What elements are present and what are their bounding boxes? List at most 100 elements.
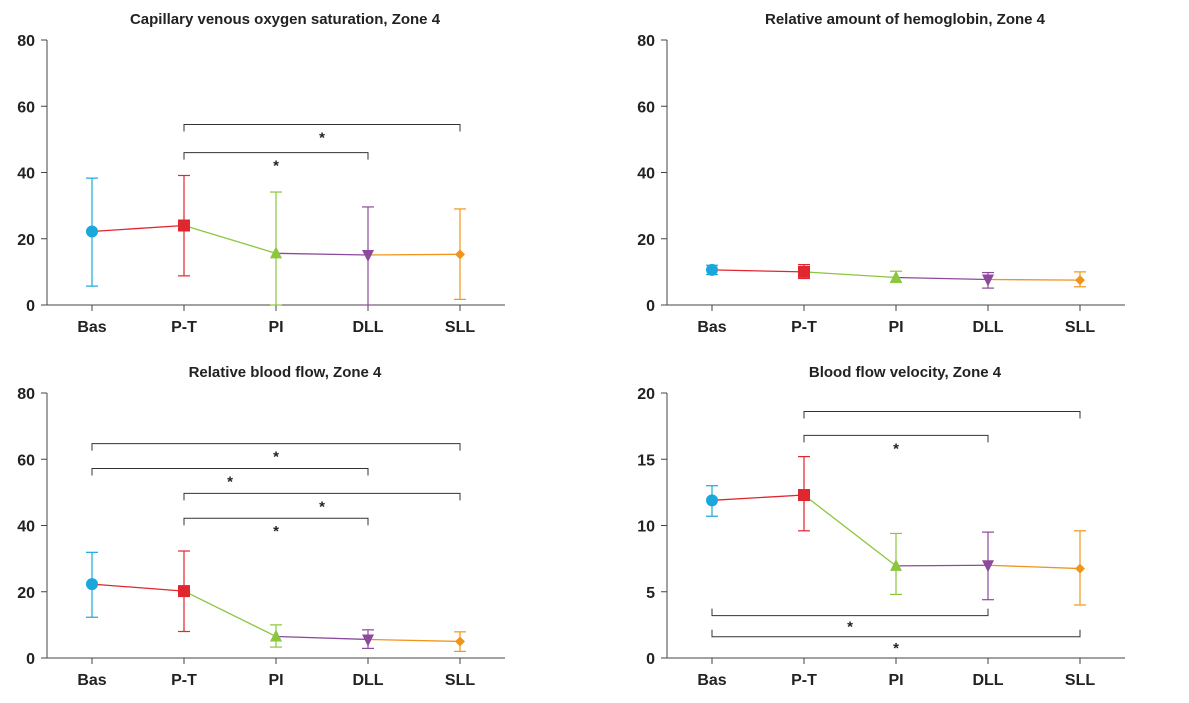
data-point-marker	[1075, 275, 1085, 286]
y-tick-label: 10	[637, 519, 655, 536]
significance-star: *	[893, 640, 899, 657]
series-line-segment	[895, 564, 989, 567]
y-tick-label: 80	[637, 33, 655, 50]
x-tick-label: Bas	[697, 672, 726, 689]
y-tick-label: 0	[646, 651, 655, 668]
series-line-segment	[711, 269, 805, 273]
chart-flow-velocity: Blood flow velocity, Zone 4 0 5 10 15 20 Bas P-…	[637, 364, 1125, 689]
significance-bracket	[803, 434, 989, 443]
x-tick-label: P-T	[791, 672, 817, 689]
data-point-marker	[455, 249, 465, 260]
data-point-marker	[270, 246, 282, 259]
significance-bracket	[91, 443, 461, 451]
significance-star: *	[227, 474, 233, 491]
x-tick-label: DLL	[352, 319, 383, 336]
series-line-segment	[367, 253, 461, 256]
data-point-marker	[86, 225, 98, 238]
y-tick-label: 60	[637, 99, 655, 116]
chart-oxygen-saturation: Capillary venous oxygen saturation, Zone…	[17, 11, 505, 336]
series-line-segment	[183, 224, 277, 254]
chart-title: Capillary venous oxygen saturation, Zone…	[130, 11, 441, 28]
significance-bracket	[711, 629, 1081, 638]
series-line-segment	[987, 278, 1081, 281]
chart-panel-oxygen-saturation: Capillary venous oxygen saturation, Zone…	[0, 0, 560, 350]
x-tick-label: SLL	[1065, 672, 1095, 689]
y-tick-label: 0	[26, 298, 35, 315]
series-line-segment	[275, 252, 369, 256]
significance-bracket	[183, 492, 461, 501]
data-point-marker	[798, 489, 810, 502]
data-point-marker	[982, 560, 994, 573]
x-tick-label: P-T	[791, 319, 817, 336]
series-line-segment	[711, 494, 805, 501]
data-point-marker	[706, 263, 718, 276]
series-line-segment	[275, 635, 369, 641]
chart-hemoglobin: Relative amount of hemoglobin, Zone 4 0 20…	[637, 11, 1125, 336]
significance-star: *	[319, 129, 325, 146]
significance-star: *	[273, 523, 279, 540]
series-line-segment	[803, 494, 897, 567]
chart-panel-blood-flow: Relative blood flow, Zone 4 0 20 40 60 80 Bas P…	[0, 353, 560, 703]
y-tick-label: 20	[17, 232, 35, 249]
x-tick-label: Bas	[77, 319, 106, 336]
y-tick-label: 40	[17, 166, 35, 183]
x-tick-label: P-T	[171, 672, 197, 689]
y-tick-label: 20	[637, 232, 655, 249]
y-tick-label: 40	[637, 166, 655, 183]
significance-bracket	[711, 608, 989, 617]
x-tick-label: PI	[888, 672, 903, 689]
x-tick-label: PI	[268, 319, 283, 336]
y-tick-label: 0	[646, 298, 655, 315]
chart-panel-flow-velocity: Blood flow velocity, Zone 4 0 5 10 15 20 Bas P-…	[620, 353, 1180, 703]
series-line-segment	[91, 224, 185, 233]
data-point-marker	[86, 578, 98, 591]
significance-star: *	[847, 619, 853, 636]
significance-bracket	[91, 468, 369, 476]
y-tick-label: 80	[17, 33, 35, 50]
chart-title: Relative amount of hemoglobin, Zone 4	[765, 11, 1046, 28]
y-tick-label: 40	[17, 519, 35, 536]
chart-title: Relative blood flow, Zone 4	[189, 364, 382, 381]
x-tick-label: DLL	[352, 672, 383, 689]
x-tick-label: SLL	[445, 672, 475, 689]
chart-blood-flow: Relative blood flow, Zone 4 0 20 40 60 80 Bas P…	[17, 364, 505, 689]
x-tick-label: PI	[268, 672, 283, 689]
series-line-segment	[367, 638, 461, 643]
significance-bracket	[183, 517, 369, 526]
y-tick-label: 80	[17, 386, 35, 403]
x-tick-label: SLL	[1065, 319, 1095, 336]
y-tick-label: 20	[17, 585, 35, 602]
significance-star: *	[319, 498, 325, 515]
data-point-marker	[362, 249, 374, 262]
significance-star: *	[273, 158, 279, 175]
data-point-marker	[270, 629, 282, 642]
data-point-marker	[178, 585, 190, 598]
data-point-marker	[890, 558, 902, 571]
y-tick-label: 20	[637, 386, 655, 403]
x-tick-label: P-T	[171, 319, 197, 336]
chart-panel-hemoglobin: Relative amount of hemoglobin, Zone 4 0 20…	[620, 0, 1180, 350]
y-tick-label: 60	[17, 452, 35, 469]
data-point-marker	[1075, 563, 1085, 574]
significance-bracket	[183, 123, 461, 132]
significance-bracket	[803, 411, 1081, 419]
series-line-segment	[895, 276, 989, 281]
series-line-segment	[91, 583, 185, 592]
y-tick-label: 5	[646, 585, 655, 602]
significance-bracket	[183, 152, 369, 160]
x-tick-label: DLL	[972, 319, 1003, 336]
data-point-marker	[455, 636, 465, 647]
y-tick-label: 60	[17, 99, 35, 116]
data-point-marker	[890, 270, 902, 283]
data-point-marker	[178, 219, 190, 232]
series-line-segment	[987, 564, 1081, 570]
y-tick-label: 15	[637, 452, 655, 469]
significance-star: *	[893, 440, 899, 457]
y-tick-label: 0	[26, 651, 35, 668]
series-line-segment	[183, 590, 277, 638]
data-point-marker	[706, 494, 718, 507]
data-point-marker	[362, 634, 374, 647]
x-tick-label: DLL	[972, 672, 1003, 689]
significance-star: *	[273, 449, 279, 466]
